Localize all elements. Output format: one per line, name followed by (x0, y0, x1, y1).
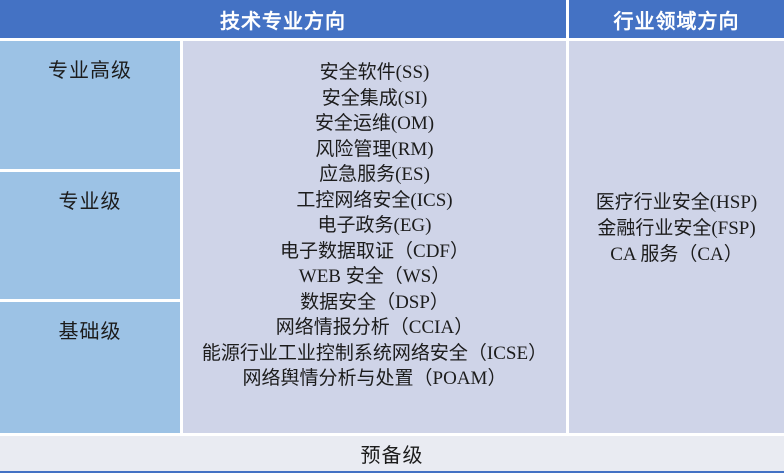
industry-item: CA 服务（CA） (610, 244, 743, 265)
tech-item: 网络舆情分析与处置（POAM） (242, 368, 507, 390)
level-cell-professional: 专业级 (0, 172, 180, 299)
industry-item: 金融行业安全(FSP) (597, 218, 756, 239)
header-tech-direction: 技术专业方向 (0, 0, 566, 38)
tech-item: 安全软件(SS) (319, 62, 430, 84)
tech-item: 能源行业工业控制系统网络安全（ICSE） (201, 342, 548, 364)
tech-item: 应急服务(ES) (319, 164, 430, 186)
level-cell-basic: 基础级 (0, 302, 180, 433)
tech-item: 网络情报分析（CCIA） (275, 317, 474, 339)
header-industry-direction: 行业领域方向 (569, 0, 784, 38)
tech-item: 安全运维(OM) (314, 113, 435, 135)
tech-item: 风险管理(RM) (315, 138, 434, 160)
industry-item: 医疗行业安全(HSP) (595, 192, 758, 213)
tech-item: WEB 安全（WS） (298, 266, 451, 288)
tech-item: 电子政务(EG) (317, 215, 432, 237)
level-cell-professional-advanced: 专业高级 (0, 41, 180, 169)
footer-preparatory-level: 预备级 (0, 436, 784, 471)
tech-item: 安全集成(SI) (321, 87, 428, 109)
industry-direction-list: 医疗行业安全(HSP) 金融行业安全(FSP) CA 服务（CA） (569, 41, 784, 433)
tech-item: 电子数据取证（CDF） (280, 240, 469, 262)
tech-item: 工控网络安全(ICS) (296, 189, 453, 211)
tech-item: 数据安全（DSP） (300, 291, 449, 313)
tech-direction-list: 安全软件(SS) 安全集成(SI) 安全运维(OM) 风险管理(RM) 应急服务… (183, 41, 566, 433)
